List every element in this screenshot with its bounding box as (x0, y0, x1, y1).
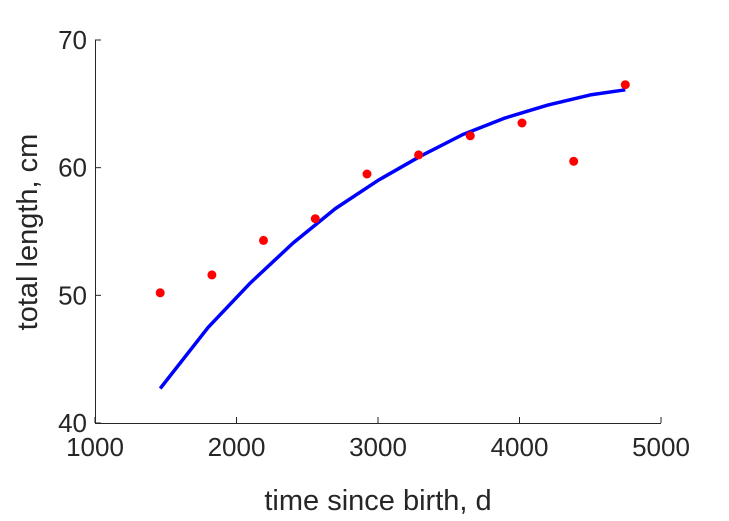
x-tick-label: 3000 (349, 432, 407, 462)
data-point (620, 80, 630, 90)
data-point (465, 131, 475, 141)
plot-area (155, 80, 630, 390)
data-point (310, 214, 320, 224)
x-tick-label: 2000 (208, 432, 266, 462)
x-tick-label: 5000 (632, 432, 690, 462)
x-axis-label: time since birth, d (264, 485, 491, 517)
x-ticks: 1000 2000 3000 4000 5000 (66, 417, 690, 462)
data-point (155, 288, 165, 298)
axes (95, 40, 661, 424)
y-tick-label: 50 (58, 280, 87, 310)
y-ticks: 40 50 60 70 (58, 25, 101, 438)
y-tick-label: 70 (58, 25, 87, 55)
y-axis-label: total length, cm (12, 134, 44, 331)
fit-line (158, 88, 626, 390)
data-point (362, 169, 372, 179)
data-point (259, 235, 268, 245)
x-tick-label: 4000 (491, 432, 549, 462)
data-point (517, 118, 527, 128)
data-point (414, 150, 424, 160)
y-tick-label: 60 (58, 153, 87, 183)
y-tick-label: 40 (58, 408, 87, 438)
x-tick-label: 1000 (66, 432, 124, 462)
data-point (207, 270, 217, 280)
data-point (569, 156, 579, 166)
